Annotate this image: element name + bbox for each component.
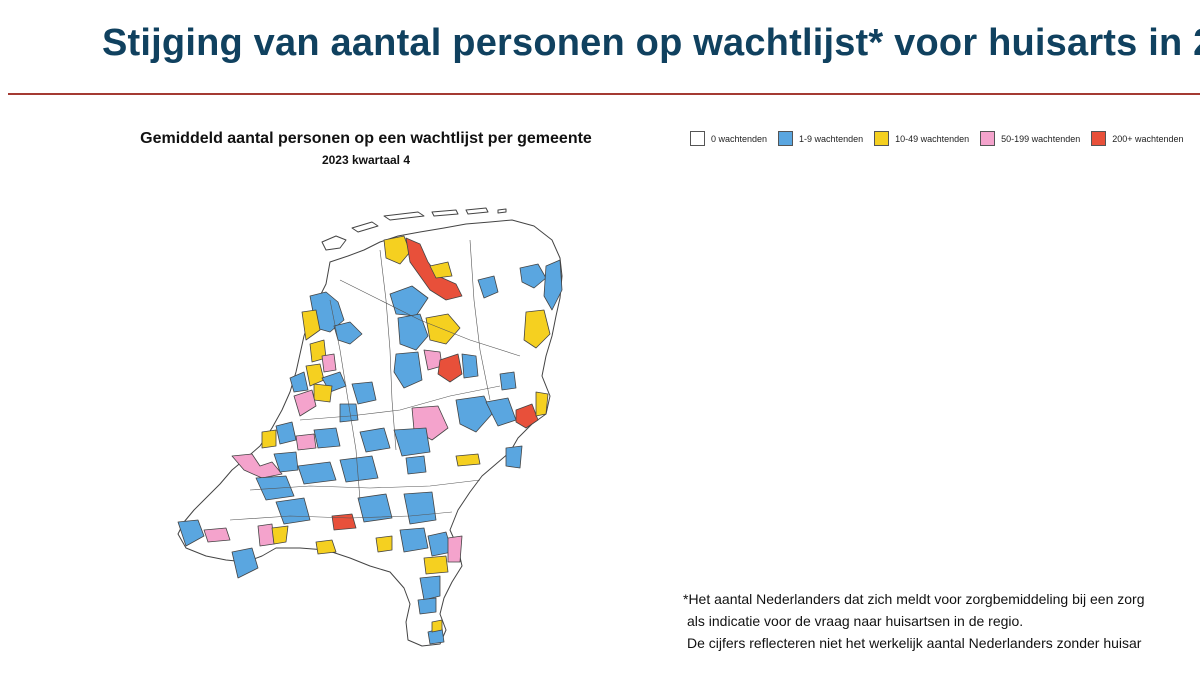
legend-label-50-199: 50-199 wachtenden <box>1001 133 1081 144</box>
legend-label-10-49: 10-49 wachtenden <box>895 133 970 144</box>
boundary-line-3 <box>249 479 481 491</box>
legend-item-200-plus: 200+ wachtenden <box>1091 131 1184 146</box>
legend-swatch-1-9 <box>778 131 794 146</box>
legend-item-50-199: 50-199 wachtenden <box>980 131 1080 146</box>
municipality-yellow-1 <box>383 235 411 265</box>
municipality-pink-2 <box>293 389 317 417</box>
municipality-yellow-11 <box>261 429 277 449</box>
map-subtitle: 2023 kwartaal 4 <box>321 153 411 167</box>
municipality-blue-31 <box>403 491 437 525</box>
legend-swatch-50-199 <box>980 131 996 146</box>
municipality-yellow-13 <box>315 539 337 555</box>
municipality-blue-10 <box>393 351 423 389</box>
island-schiermonnikoog <box>465 207 489 215</box>
legend-item-10-49: 10-49 wachtenden <box>874 131 969 146</box>
footnote-line-1: *Het aantal Nederlanders dat zich meldt … <box>683 591 1145 607</box>
municipality-yellow-4 <box>301 309 321 341</box>
municipality-blue-18 <box>393 427 431 457</box>
island-rottumeroog <box>497 208 507 214</box>
municipality-blue-25 <box>339 455 379 483</box>
municipality-blue-24 <box>297 461 337 485</box>
boundary-line-2 <box>299 385 501 421</box>
municipality-blue-13 <box>455 395 493 433</box>
municipality-blue-20 <box>405 455 427 475</box>
footnote-line-2: als indicatie voor de vraag naar huisart… <box>687 613 1024 629</box>
municipality-blue-26 <box>255 475 295 501</box>
title-divider <box>8 93 1200 95</box>
boundary-line-1 <box>339 279 521 357</box>
page-title: Stijging van aantal personen op wachtlij… <box>102 22 1200 64</box>
municipality-blue-16 <box>351 381 377 405</box>
island-texel <box>321 235 347 251</box>
footnote-line-3: De cijfers reflecteren niet het werkelij… <box>687 635 1142 651</box>
map-title: Gemiddeld aantal personen op een wachtli… <box>140 130 592 147</box>
municipality-red-1 <box>405 237 463 301</box>
boundary-line-5 <box>379 249 397 451</box>
footnote: *Het aantal Nederlanders dat zich meldt … <box>683 588 1144 654</box>
municipality-yellow-10 <box>455 453 481 467</box>
municipality-blue-30 <box>357 493 393 523</box>
municipality-pink-1 <box>321 353 337 373</box>
municipality-yellow-2 <box>429 261 453 279</box>
municipality-blue-17 <box>339 403 359 423</box>
map-legend: 0 wachtenden 1-9 wachtenden 10-49 wachte… <box>690 131 1195 146</box>
municipality-blue-4 <box>477 275 499 299</box>
municipality-blue-28 <box>231 547 259 579</box>
municipality-yellow-14 <box>375 535 393 553</box>
municipality-blue-34 <box>419 575 441 601</box>
municipality-blue-35 <box>417 597 437 615</box>
legend-label-200-plus: 200+ wachtenden <box>1112 133 1184 144</box>
legend-item-0: 0 wachtenden <box>690 131 767 146</box>
legend-swatch-10-49 <box>874 131 890 146</box>
municipality-blue-12 <box>499 371 517 391</box>
municipality-blue-8 <box>289 371 309 393</box>
municipality-red-4 <box>331 513 357 531</box>
legend-item-1-9: 1-9 wachtenden <box>778 131 863 146</box>
municipality-pink-7 <box>203 527 231 543</box>
municipality-blue-3 <box>543 259 563 311</box>
boundary-line-7 <box>329 299 361 501</box>
municipality-yellow-15 <box>423 555 449 575</box>
municipality-pink-6 <box>231 453 283 479</box>
municipality-yellow-16 <box>431 619 443 633</box>
legend-label-0: 0 wachtenden <box>711 133 768 144</box>
municipality-blue-27 <box>177 519 205 547</box>
municipality-red-2 <box>437 353 463 383</box>
municipality-yellow-7 <box>313 383 333 403</box>
municipality-blue-11 <box>461 353 479 379</box>
municipality-yellow-3 <box>523 309 551 349</box>
boundary-line-6 <box>469 239 491 401</box>
municipality-yellow-12 <box>271 525 289 545</box>
municipality-pink-5 <box>295 433 317 451</box>
municipality-blue-19 <box>359 427 391 453</box>
municipality-blue-22 <box>313 427 341 449</box>
municipality-blue-1 <box>389 285 429 317</box>
island-vlieland <box>351 221 379 233</box>
municipality-blue-23 <box>273 451 299 473</box>
boundary-line-4 <box>229 511 453 521</box>
island-ameland <box>431 209 459 217</box>
municipality-pink-8 <box>257 523 275 547</box>
municipality-blue-32 <box>399 527 429 553</box>
municipality-blue-15 <box>505 445 523 469</box>
legend-label-1-9: 1-9 wachtenden <box>799 133 864 144</box>
island-terschelling <box>383 211 425 221</box>
legend-swatch-0 <box>690 131 705 146</box>
netherlands-municipality-map <box>177 207 563 647</box>
municipality-yellow-9 <box>535 391 549 417</box>
legend-swatch-200-plus <box>1091 131 1107 146</box>
municipality-blue-2 <box>519 263 547 289</box>
municipality-pink-9 <box>447 535 463 563</box>
municipality-blue-21 <box>275 421 297 445</box>
municipality-red-3 <box>515 403 539 429</box>
municipality-blue-9 <box>397 313 429 351</box>
